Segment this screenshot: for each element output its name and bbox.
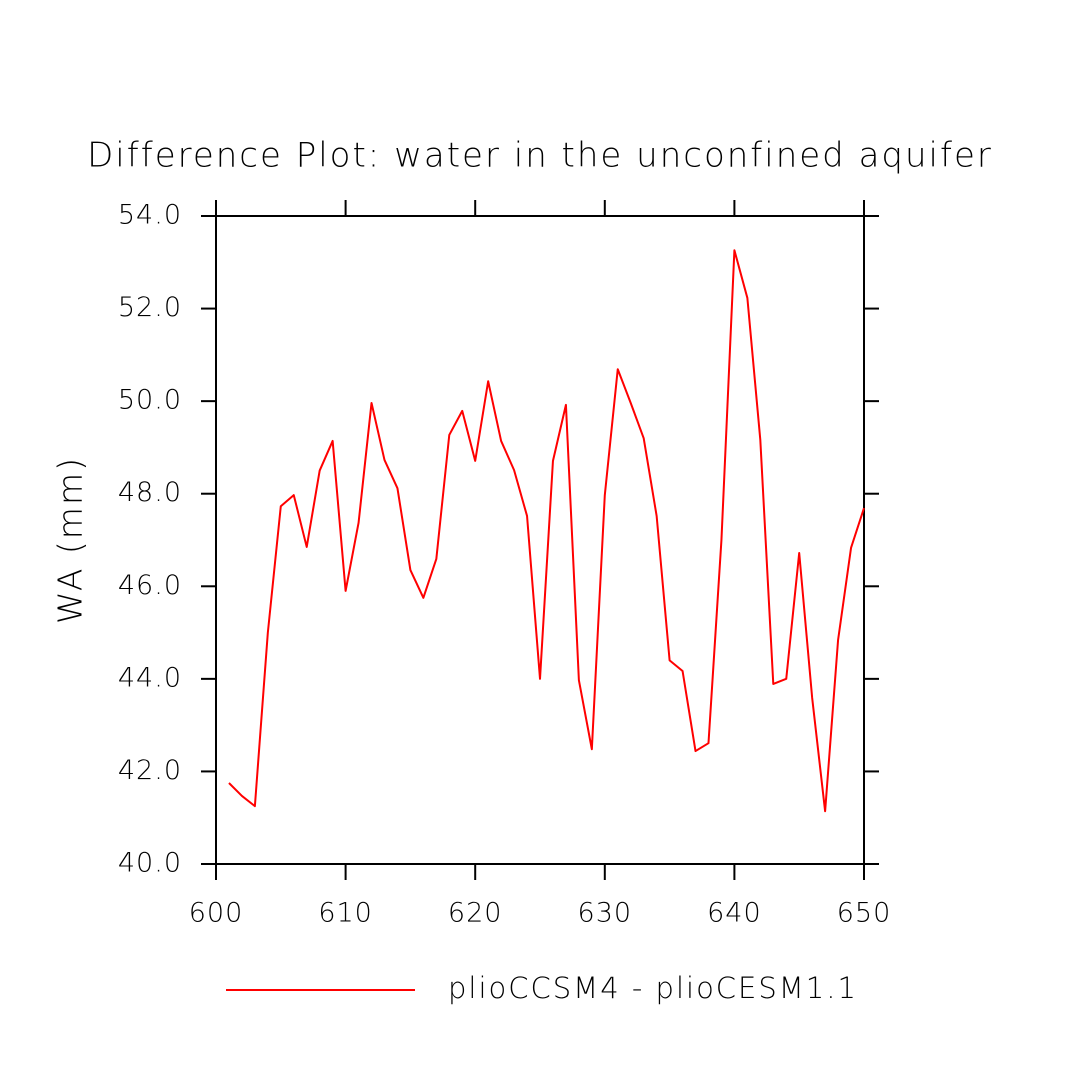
y-tick-label: 42.0 bbox=[118, 755, 182, 786]
chart-title: Difference Plot: water in the unconfined… bbox=[87, 136, 993, 176]
x-tick-label: 610 bbox=[318, 898, 373, 929]
data-line bbox=[228, 249, 865, 813]
y-tick-label: 48.0 bbox=[118, 477, 182, 508]
y-axis-label: WA (mm) bbox=[51, 456, 90, 624]
y-tick-label: 52.0 bbox=[118, 292, 182, 323]
x-tick-label: 620 bbox=[448, 898, 503, 929]
x-tick-label: 600 bbox=[189, 898, 244, 929]
y-tick-label: 46.0 bbox=[118, 570, 182, 601]
x-tick-label: 650 bbox=[837, 898, 892, 929]
y-tick-label: 40.0 bbox=[118, 848, 182, 879]
x-tick-label: 630 bbox=[578, 898, 633, 929]
y-tick-label: 54.0 bbox=[118, 200, 182, 231]
y-tick-label: 44.0 bbox=[118, 662, 182, 693]
y-tick-label: 50.0 bbox=[118, 385, 182, 416]
legend-label: plioCCSM4 - plioCESM1.1 bbox=[448, 971, 858, 1005]
plot-frame bbox=[215, 215, 865, 865]
x-tick-label: 640 bbox=[707, 898, 762, 929]
